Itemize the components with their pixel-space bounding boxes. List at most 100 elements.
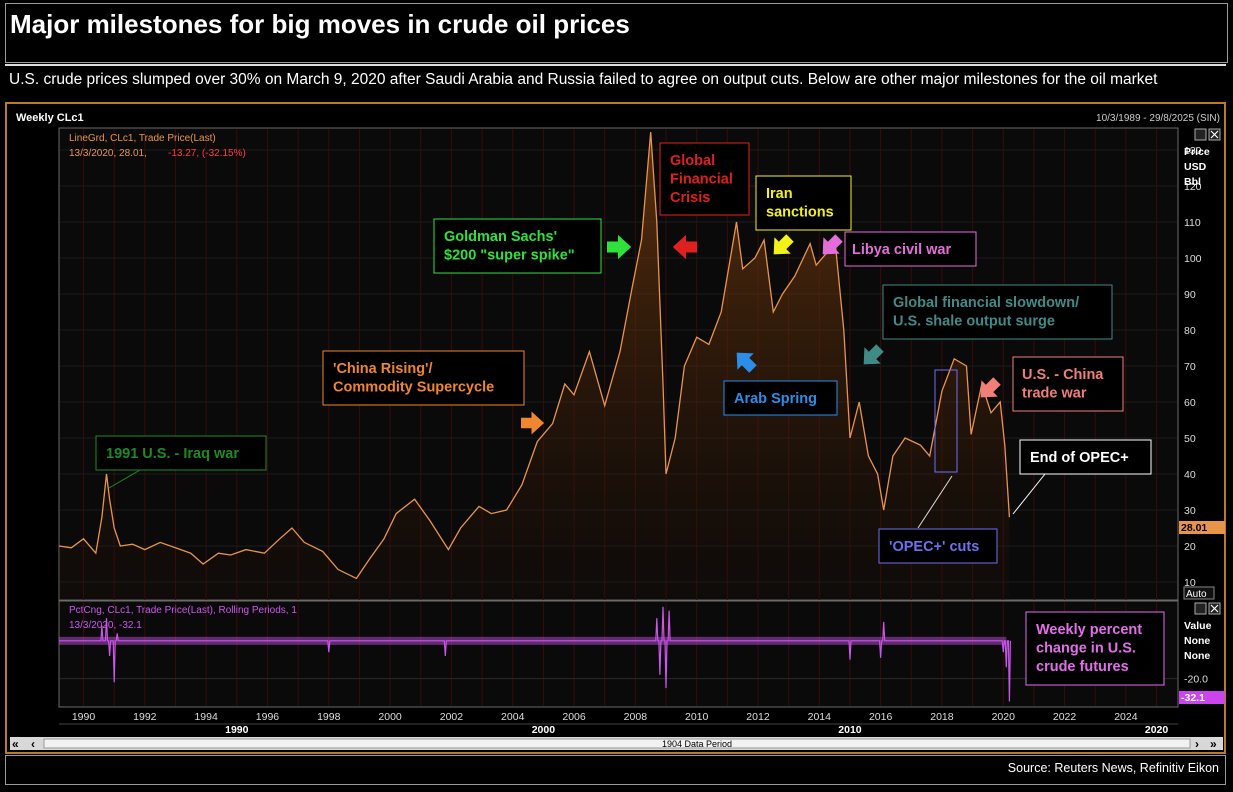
y-tick-label: 10 <box>1184 577 1196 589</box>
x-tick-label: 2018 <box>930 711 954 723</box>
x-tick-label: 2022 <box>1053 711 1077 723</box>
chart-subtitle: U.S. crude prices slumped over 30% on Ma… <box>9 71 1158 88</box>
annotation-label: $200 "super spike" <box>444 248 575 264</box>
y-tick-label: 70 <box>1184 361 1196 373</box>
annotation-box <box>95 435 267 471</box>
title-bar: Major milestones for big moves in crude … <box>5 3 1228 63</box>
annotation-label: crude futures <box>1036 659 1129 675</box>
y-tick-label: 50 <box>1184 433 1196 445</box>
annotation-box <box>882 284 1113 340</box>
annotation-label: 'China Rising'/ <box>333 361 433 377</box>
x-decade-label: 2000 <box>532 724 556 736</box>
annotation-arrow-icon <box>736 352 757 373</box>
scroll-left-icon[interactable]: ‹ <box>31 737 35 751</box>
annotation-connector <box>108 469 141 489</box>
annotation-label: change in U.S. <box>1036 641 1136 657</box>
annotation-label: Goldman Sachs' <box>444 229 557 245</box>
rewind-icon[interactable]: « <box>12 737 19 751</box>
annotation-label: U.S. - China <box>1022 367 1104 383</box>
scroll-right-icon[interactable]: › <box>1195 737 1199 751</box>
y-tick-label: 110 <box>1184 217 1201 229</box>
annotation-label: U.S. shale output surge <box>893 314 1055 330</box>
annotation-arrow-icon <box>672 234 697 260</box>
annotation-label: Libya civil war <box>852 242 951 258</box>
annotation-box <box>1012 356 1124 412</box>
terminal-chart-frame <box>5 102 1226 754</box>
y-tick-label: 30 <box>1184 505 1196 517</box>
price-legend-label: LineGrd, CLc1, Trade Price(Last) <box>69 133 216 144</box>
x-tick-label: 1994 <box>194 711 218 723</box>
x-tick-label: 2024 <box>1114 711 1138 723</box>
annotation-label: Iran <box>766 186 793 202</box>
subtitle-bar: U.S. crude prices slumped over 30% on Ma… <box>5 64 1226 100</box>
source-note: Source: Reuters News, Refinitiv Eikon <box>1007 761 1219 775</box>
chart-title: Major milestones for big moves in crude … <box>10 9 630 39</box>
date-range-label: 10/3/1989 - 29/8/2025 (SIN) <box>1096 113 1220 124</box>
checkbox-icon[interactable] <box>1194 602 1207 615</box>
price-line <box>58 131 1011 580</box>
price-axis-title: Price <box>1184 146 1210 158</box>
fast-forward-icon[interactable]: » <box>1210 737 1217 751</box>
x-tick-label: 2010 <box>685 711 709 723</box>
x-tick-label: 2016 <box>869 711 893 723</box>
x-tick-label: 1990 <box>72 711 96 723</box>
y-tick-label: 60 <box>1184 397 1196 409</box>
value-axis-title: Value <box>1184 620 1212 632</box>
annotation-box <box>1025 611 1165 686</box>
pct-legend-value: 13/3/2020, -32.1 <box>69 620 142 631</box>
x-tick-label: 2002 <box>440 711 464 723</box>
annotation-label: Global <box>670 153 715 169</box>
x-tick-label: 2004 <box>501 711 525 723</box>
last-pct-label: -32.1 <box>1181 692 1205 704</box>
x-tick-label: 2008 <box>624 711 648 723</box>
annotation-box <box>433 218 602 274</box>
price-axis-title: Bbl <box>1184 176 1201 188</box>
annotation-label: Commodity Supercycle <box>333 380 494 396</box>
annotation-label: Crisis <box>670 190 710 206</box>
annotation-label: Financial <box>670 172 733 188</box>
annotation-label: Global financial slowdown/ <box>893 295 1079 311</box>
auto-scale-button[interactable] <box>1183 586 1215 600</box>
checkbox-icon[interactable] <box>1194 128 1207 141</box>
scroll-period-label: 1904 Data Period <box>662 739 732 749</box>
annotation-box <box>1019 439 1152 475</box>
value-axis-title: None <box>1184 635 1210 647</box>
annotation-arrow-icon <box>521 411 545 435</box>
x-decade-label: 2020 <box>1145 724 1169 736</box>
price-axis-title: USD <box>1184 161 1207 173</box>
annotation-label: trade war <box>1022 386 1087 402</box>
y-tick-label: -20.0 <box>1184 674 1208 686</box>
annotation-label: 'OPEC+' cuts <box>889 539 979 555</box>
annotation-arrow-icon <box>822 234 843 255</box>
x-decade-label: 1990 <box>225 724 249 736</box>
annotation-arrow-icon <box>863 344 884 365</box>
pct-legend-label: PctCng, CLc1, Trade Price(Last), Rolling… <box>69 605 297 616</box>
y-tick-label: 100 <box>1184 253 1202 265</box>
scrollbar-thumb[interactable] <box>43 738 1191 749</box>
annotation-box <box>659 142 750 216</box>
annotation-label: sanctions <box>766 205 834 221</box>
annotation-box <box>322 350 525 406</box>
last-price-label: 28.01 <box>1181 522 1207 534</box>
y-tick-label: 90 <box>1184 289 1196 301</box>
x-tick-label: 2020 <box>992 711 1016 723</box>
x-tick-label: 2014 <box>808 711 832 723</box>
x-tick-label: 1992 <box>133 711 157 723</box>
x-tick-label: 1998 <box>317 711 341 723</box>
annotation-box <box>878 528 998 564</box>
annotation-box <box>755 175 852 231</box>
x-tick-label: 2006 <box>562 711 586 723</box>
auto-scale-label: Auto <box>1186 589 1207 600</box>
footer-bar: Source: Reuters News, Refinitiv Eikon <box>5 755 1226 785</box>
terminal-ric-label: Weekly CLc1 <box>16 112 84 124</box>
price-legend-change: -13.27, (-32.15%) <box>168 148 246 159</box>
x-decade-label: 2010 <box>838 724 862 736</box>
last-pct-box <box>1179 691 1225 704</box>
percent-change-noise-band <box>59 636 1007 645</box>
annotation-label: Arab Spring <box>734 391 817 407</box>
x-tick-label: 2000 <box>378 711 402 723</box>
annotation-arrow-icon <box>980 377 1001 398</box>
annotation-label: 1991 U.S. - Iraq war <box>106 446 239 462</box>
last-price-box <box>1179 521 1225 534</box>
